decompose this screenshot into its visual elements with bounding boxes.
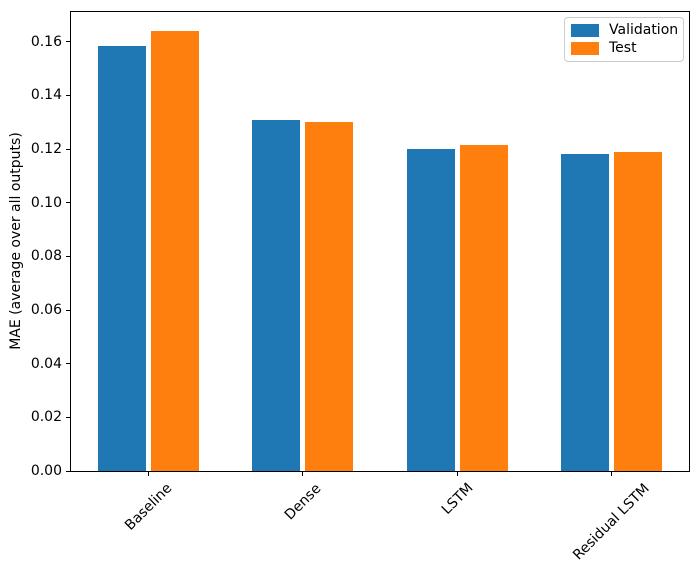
bar-test-baseline: [150, 30, 199, 471]
legend-item-test: Test: [571, 40, 675, 56]
y-tick-label-0.00: 0.00: [30, 463, 62, 479]
y-tick-label-0.04: 0.04: [30, 355, 62, 372]
x-tick-label-residual-lstm: Residual LSTM: [570, 480, 654, 564]
bar-validation-lstm: [406, 149, 455, 471]
bar-test-lstm: [459, 145, 508, 471]
plot-area: [70, 11, 690, 472]
bar-validation-baseline: [97, 45, 146, 471]
legend-swatch-test: [571, 42, 599, 55]
y-tick-label-0.12: 0.12: [30, 141, 62, 158]
x-tick: [456, 472, 458, 476]
x-tick: [611, 472, 613, 476]
y-tick-label-0.14: 0.14: [30, 87, 62, 104]
legend-item-validation: Validation: [571, 22, 679, 38]
bar-test-dense: [305, 121, 354, 471]
y-tick: [66, 470, 70, 472]
x-tick-label-baseline: Baseline: [121, 480, 176, 534]
x-tick-label-lstm: LSTM: [438, 480, 477, 518]
y-tick: [66, 255, 70, 257]
y-tick-label-0.02: 0.02: [30, 409, 62, 426]
x-tick: [147, 472, 149, 476]
y-tick: [66, 202, 70, 204]
y-tick-label-0.06: 0.06: [30, 302, 62, 318]
x-tick: [302, 472, 304, 476]
y-tick: [66, 309, 70, 311]
x-tick-label-dense: Dense: [281, 480, 325, 523]
y-tick: [66, 94, 70, 96]
legend: Validation Test: [564, 17, 684, 62]
legend-label-validation: Validation: [609, 22, 679, 38]
y-tick: [66, 363, 70, 365]
y-tick: [66, 148, 70, 150]
y-tick-label-0.08: 0.08: [30, 248, 62, 265]
legend-swatch-validation: [571, 24, 599, 37]
legend-label-test: Test: [609, 40, 637, 56]
y-tick: [66, 41, 70, 43]
bar-test-residual-lstm: [614, 152, 663, 471]
bar-validation-residual-lstm: [561, 153, 610, 471]
y-tick: [66, 416, 70, 418]
y-tick-label-0.10: 0.10: [30, 194, 62, 211]
bar-validation-dense: [252, 120, 301, 471]
y-tick-label-0.16: 0.16: [30, 33, 62, 50]
